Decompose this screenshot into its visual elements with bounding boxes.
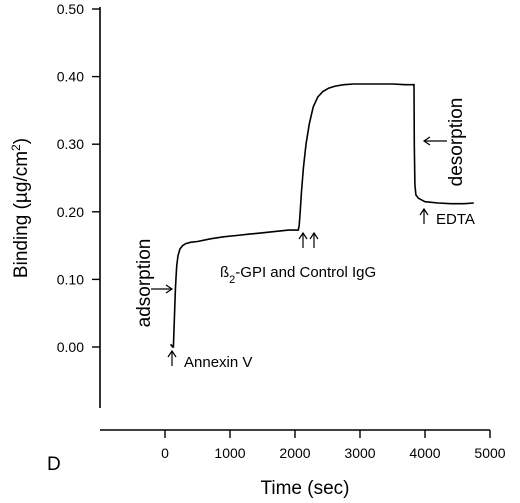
x-tick-label: 4000 [409, 445, 440, 461]
y-tick-label: 0.10 [57, 271, 84, 287]
arrowhead-gpi-2 [309, 231, 319, 240]
arrowhead-edta [419, 207, 429, 216]
annotation-adsorption: adsorption [134, 239, 155, 328]
panel-letter: D [47, 454, 61, 475]
binding-curve [170, 83, 474, 348]
arrowhead-gpi-1 [298, 231, 308, 240]
x-tick-label: 1000 [214, 445, 245, 461]
annotation-desorption: desorption [446, 98, 467, 187]
y-tick-label: 0.30 [57, 136, 84, 152]
arrowhead-annexin [167, 349, 177, 358]
x-tick-label: 3000 [344, 445, 375, 461]
x-tick-label: 5000 [474, 445, 505, 461]
x-ticks: 0 1000 2000 3000 4000 5000 [161, 430, 506, 461]
y-tick-label: 0.00 [57, 339, 84, 355]
x-axis-label: Time (sec) [260, 478, 349, 499]
x-tick-label: 0 [161, 445, 169, 461]
x-tick-label: 2000 [279, 445, 310, 461]
annotation-edta: EDTA [436, 211, 475, 228]
y-axis-label: Binding (µg/cm2) [9, 138, 32, 278]
annotations: adsorption Annexin V ß2-GPI and Control … [134, 98, 475, 371]
y-tick-label: 0.20 [57, 204, 84, 220]
annotation-annexin-v: Annexin V [184, 354, 252, 371]
y-ticks: 0.00 0.10 0.20 0.30 0.40 0.50 [57, 1, 100, 355]
arrowhead-adsorption [165, 284, 174, 294]
y-tick-label: 0.50 [57, 1, 84, 17]
annotation-gpi-igg: ß2-GPI and Control IgG [220, 264, 376, 286]
arrowhead-desorption [422, 136, 431, 146]
y-tick-label: 0.40 [57, 69, 84, 85]
